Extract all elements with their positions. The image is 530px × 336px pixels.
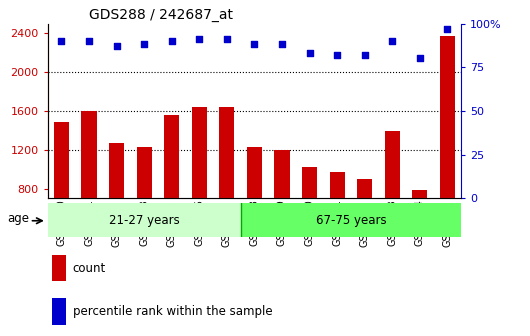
Bar (330, 172, 345, 266)
Bar (219, 107, 234, 266)
Bar (440, 36, 455, 266)
Point (250, 42, 259, 47)
Text: count: count (73, 262, 106, 275)
Text: 21-27 years: 21-27 years (109, 214, 180, 227)
Bar (109, 143, 124, 266)
Point (140, 42, 148, 47)
Bar (357, 179, 372, 266)
Bar (52, 298, 66, 325)
Bar (52, 255, 66, 282)
Point (416, 56, 424, 61)
Point (388, 38, 396, 44)
Point (85, 38, 93, 44)
Point (443, 26, 452, 32)
Bar (302, 167, 317, 266)
Point (112, 44, 121, 49)
Bar (82, 111, 96, 266)
Text: 67-75 years: 67-75 years (315, 214, 386, 227)
Point (223, 37, 231, 42)
Bar (247, 147, 262, 266)
Bar (54, 122, 69, 266)
Text: percentile rank within the sample: percentile rank within the sample (73, 305, 272, 318)
Text: age: age (7, 212, 29, 225)
Bar (137, 147, 152, 266)
Point (167, 38, 176, 44)
Point (333, 52, 341, 58)
Point (57, 38, 66, 44)
Point (278, 42, 286, 47)
Bar (48, 203, 241, 237)
Point (195, 37, 204, 42)
Bar (412, 190, 427, 266)
Text: GDS288 / 242687_at: GDS288 / 242687_at (89, 8, 233, 23)
Bar (164, 115, 179, 266)
Bar (241, 203, 461, 237)
Point (305, 50, 314, 56)
Bar (275, 150, 289, 266)
Bar (192, 107, 207, 266)
Point (360, 52, 369, 58)
Bar (385, 131, 400, 266)
